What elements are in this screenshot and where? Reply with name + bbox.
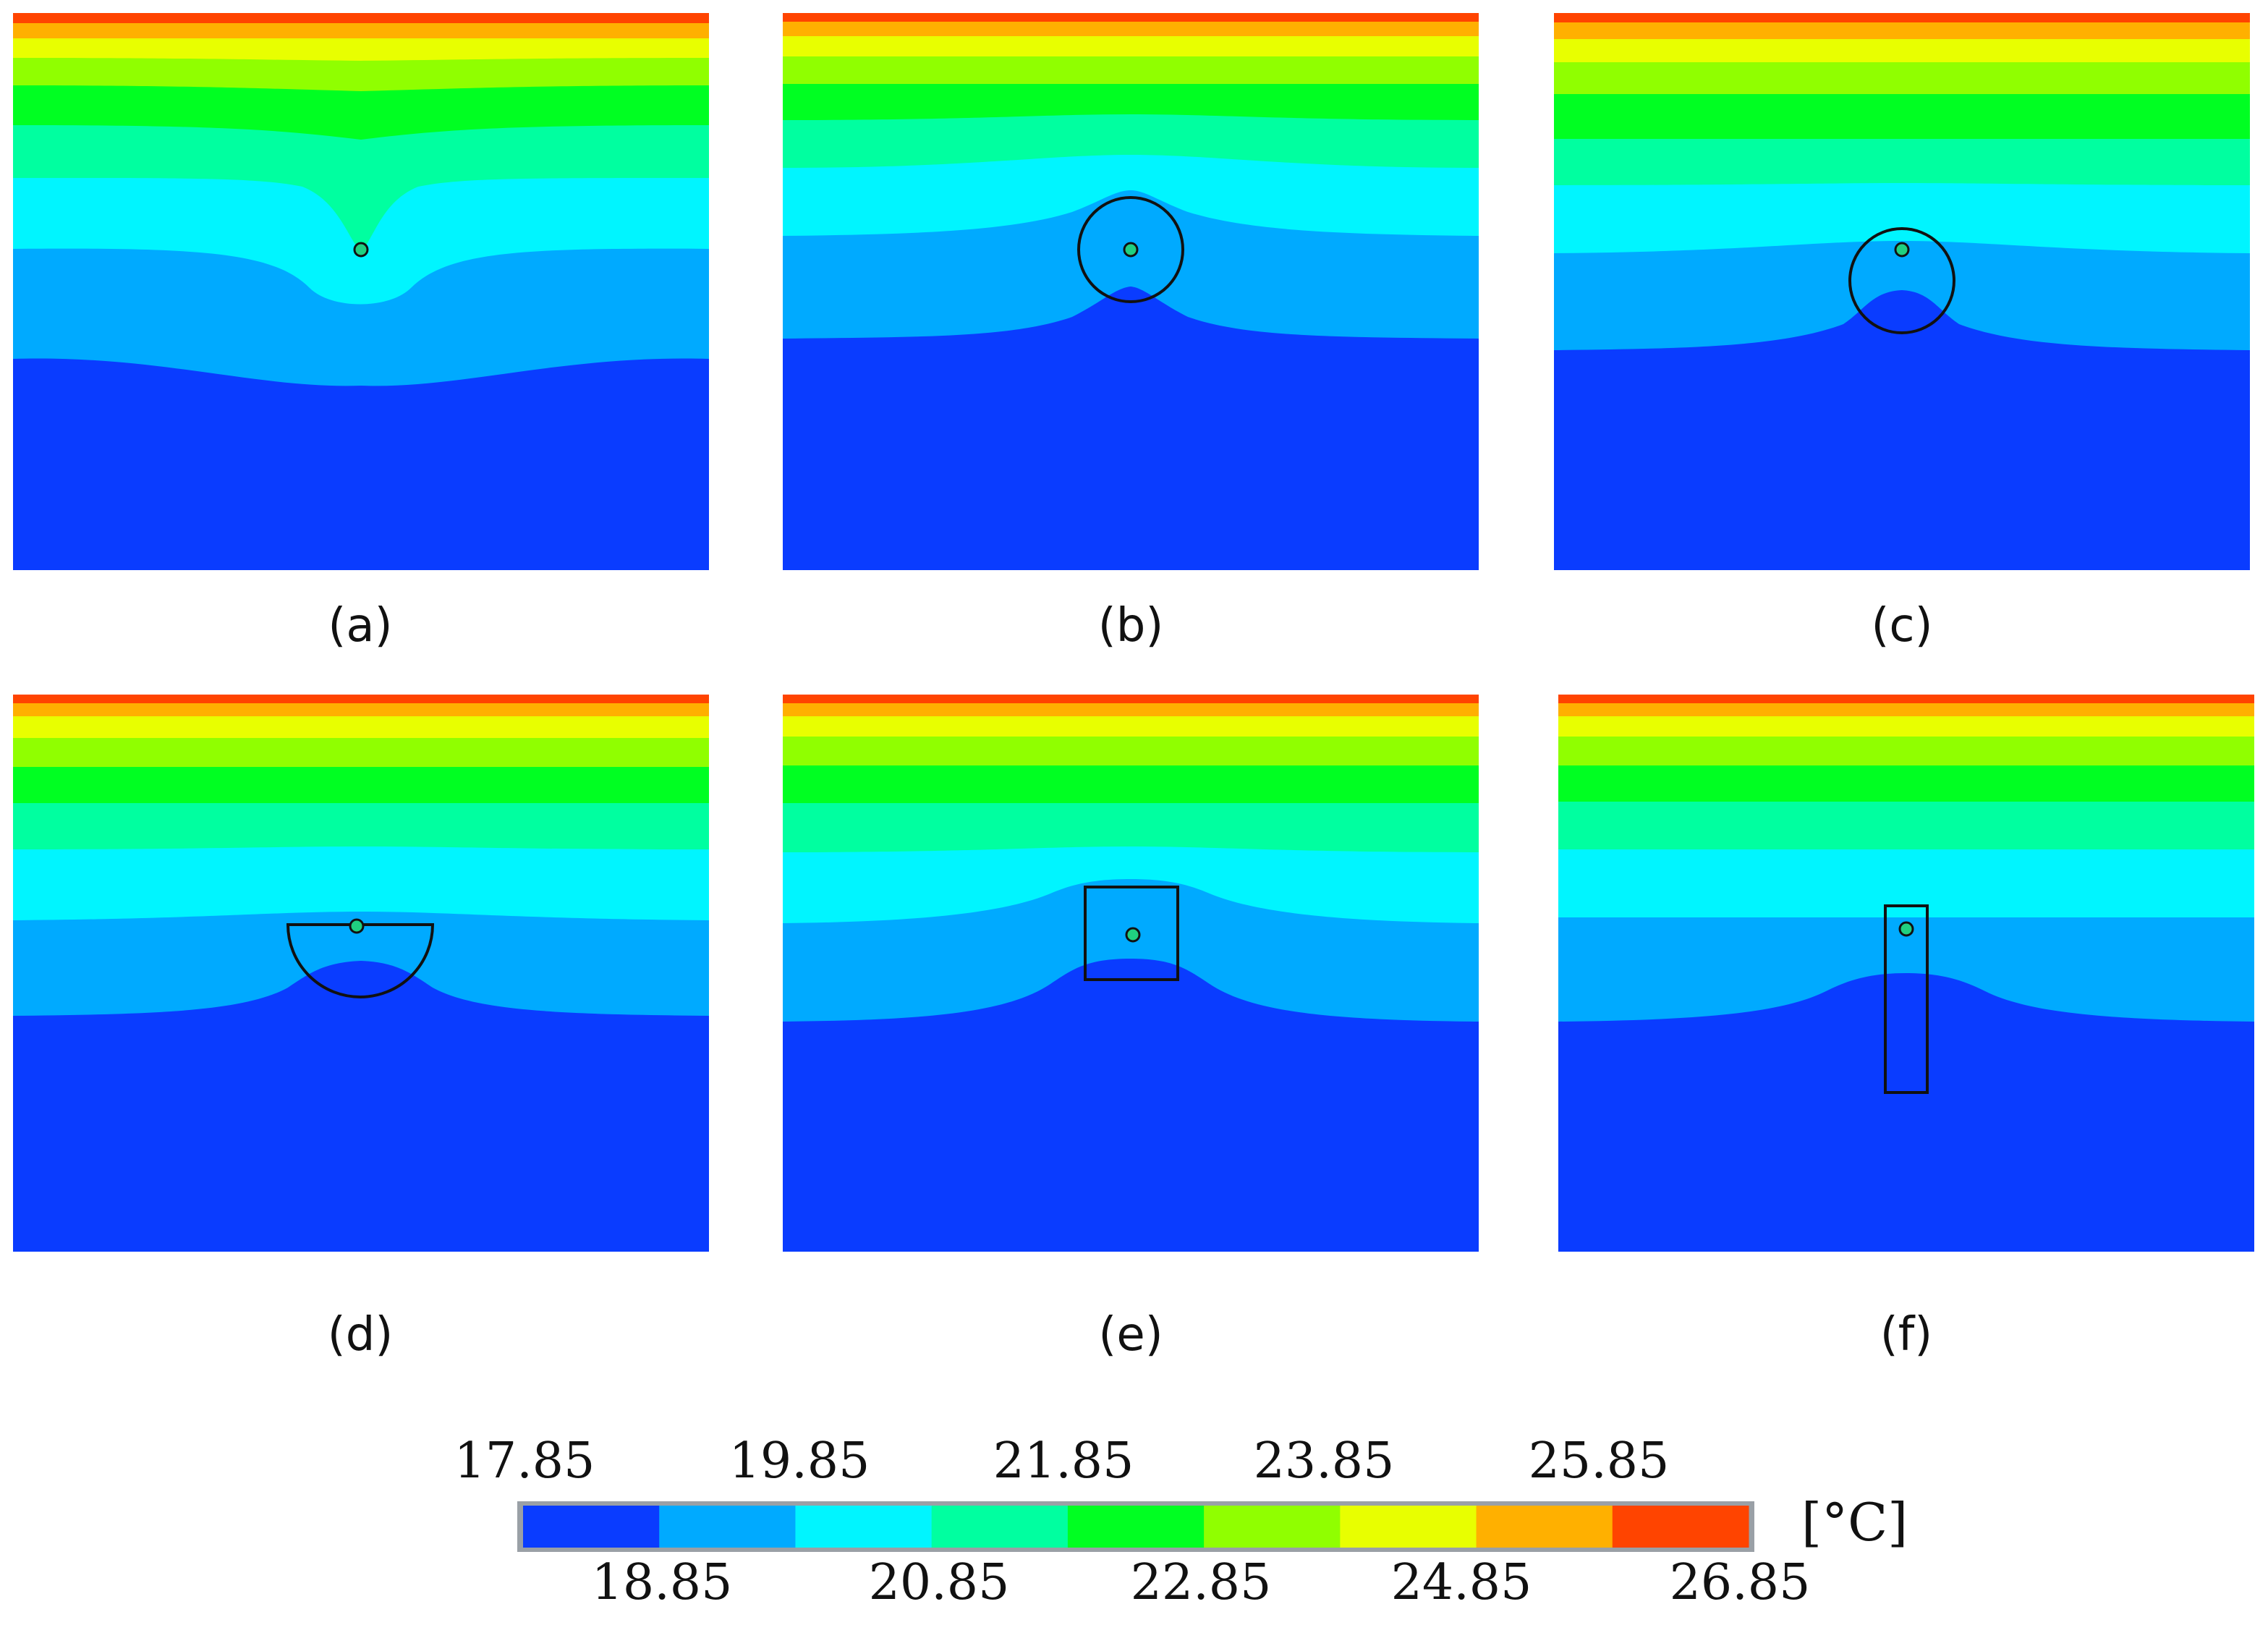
color-bar (517, 1501, 1754, 1552)
panel-d (13, 695, 709, 1252)
band-25-85 (13, 13, 709, 23)
legend-bottom-label: 26.85 (1669, 1554, 1811, 1611)
color-bar-swatch (1340, 1506, 1477, 1548)
color-bar-swatch (1476, 1506, 1613, 1548)
legend-top-label: 21.85 (993, 1433, 1134, 1490)
color-bar-swatch (659, 1506, 796, 1548)
unit-label: [°C] (1801, 1492, 1908, 1553)
sensor-point (349, 918, 365, 934)
half-circle-obstacle (286, 923, 435, 998)
sensor-point (1894, 242, 1910, 258)
color-bar-swatch (1204, 1506, 1341, 1548)
color-bar-swatch (1067, 1506, 1205, 1548)
caption-d: (d) (327, 1308, 394, 1362)
color-bar-swatch (1612, 1506, 1749, 1548)
circular-obstacle (1848, 227, 1955, 334)
legend-bottom-label: 24.85 (1390, 1554, 1532, 1611)
legend-top-label: 19.85 (729, 1433, 870, 1490)
panel-b (783, 13, 1479, 570)
legend-top-label: 23.85 (1253, 1433, 1395, 1490)
legend-top-label: 17.85 (454, 1433, 595, 1490)
legend-bottom-label: 18.85 (591, 1554, 733, 1611)
caption-a: (a) (328, 599, 393, 653)
sensor-point (1123, 242, 1139, 258)
circular-obstacle (1077, 196, 1184, 303)
panel-c (1554, 13, 2250, 570)
band-25-85 (13, 695, 709, 703)
color-bar-swatch (795, 1506, 933, 1548)
caption-f: (f) (1880, 1308, 1933, 1362)
caption-b: (b) (1097, 599, 1164, 653)
sensor-point (353, 242, 369, 258)
band-25-85 (783, 695, 1479, 703)
panel-f (1558, 695, 2254, 1252)
square-obstacle (1084, 886, 1179, 981)
band-25-85 (1554, 13, 2250, 22)
band-25-85 (1558, 695, 2254, 703)
sensor-point (1125, 927, 1141, 943)
rectangular-obstacle (1884, 904, 1929, 1094)
legend-top-label: 25.85 (1528, 1433, 1670, 1490)
color-bar-swatch (523, 1506, 660, 1548)
caption-c: (c) (1871, 599, 1933, 653)
color-bar-swatch (931, 1506, 1069, 1548)
sensor-point (1898, 921, 1914, 937)
band-25-85 (783, 13, 1479, 22)
legend-bottom-label: 22.85 (1130, 1554, 1272, 1611)
panel-a (13, 13, 709, 570)
legend-bottom-label: 20.85 (868, 1554, 1010, 1611)
caption-e: (e) (1098, 1308, 1163, 1362)
panel-e (783, 695, 1479, 1252)
temperature-legend: 17.85 19.85 21.85 23.85 25.85 18.85 20.8… (454, 1433, 1908, 1621)
